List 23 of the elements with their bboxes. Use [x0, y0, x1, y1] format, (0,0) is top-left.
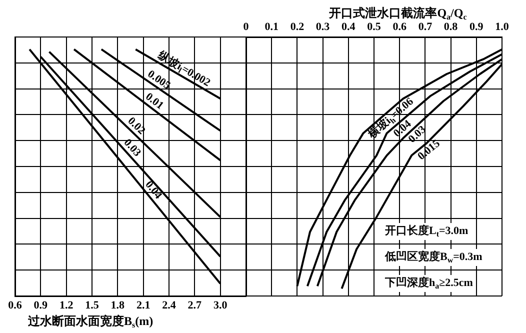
x-tick-label: 0.3 — [316, 21, 330, 34]
x-tick-label: 0.9 — [470, 21, 484, 34]
x-tick-label: 0.4 — [342, 21, 356, 34]
x-tick-label: 0 — [243, 21, 250, 34]
x-tick-label: 0.8 — [444, 21, 458, 34]
x-tick-label: 0.9 — [34, 299, 48, 312]
x-tick-label: 2.1 — [136, 299, 150, 312]
x-tick-label: 1.0 — [495, 21, 510, 34]
x-tick-label: 1.5 — [85, 299, 100, 312]
x-tick-label: 0.5 — [367, 21, 382, 34]
x-tick-label: 3.0 — [213, 299, 228, 312]
x-tick-label: 0.1 — [264, 21, 278, 34]
text: 0.02 — [125, 114, 148, 138]
x-tick-label: 1.8 — [110, 299, 126, 312]
x-tick-label: 2.7 — [188, 299, 202, 312]
x-tick-label: 0.7 — [418, 21, 433, 34]
x-tick-label: 1.2 — [59, 299, 74, 312]
text: 0.005 — [145, 68, 173, 92]
x-tick-label: 0.2 — [290, 21, 305, 34]
text: 0.01 — [143, 90, 166, 112]
x-tick-label: 0.6 — [8, 299, 22, 312]
x-tick-label: 2.4 — [162, 299, 176, 312]
x-tick-label: 0.6 — [392, 21, 407, 34]
